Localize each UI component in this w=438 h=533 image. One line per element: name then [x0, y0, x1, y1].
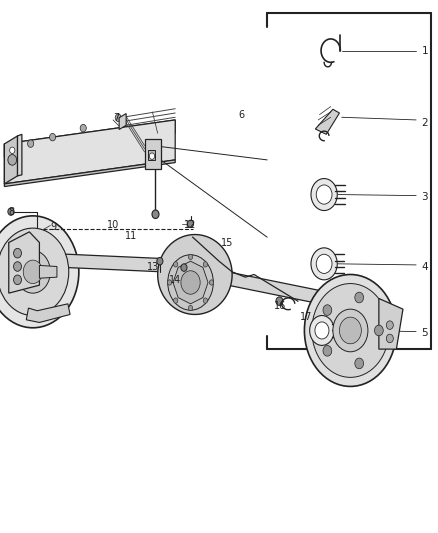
Circle shape	[374, 325, 383, 336]
Text: 16: 16	[274, 302, 286, 311]
Circle shape	[188, 305, 193, 311]
Polygon shape	[26, 304, 70, 322]
Text: 6: 6	[239, 110, 245, 119]
Circle shape	[311, 179, 337, 211]
Circle shape	[310, 316, 334, 345]
Polygon shape	[4, 120, 175, 184]
Circle shape	[14, 275, 21, 285]
Circle shape	[203, 262, 208, 267]
Polygon shape	[119, 114, 126, 130]
Circle shape	[10, 147, 15, 154]
Text: 8: 8	[8, 207, 14, 217]
Text: 17: 17	[300, 312, 312, 322]
Text: 13: 13	[147, 262, 159, 271]
Circle shape	[181, 264, 187, 271]
Circle shape	[80, 124, 86, 132]
Polygon shape	[4, 136, 18, 184]
Circle shape	[0, 216, 79, 328]
Circle shape	[315, 322, 329, 339]
Circle shape	[333, 309, 368, 352]
Circle shape	[49, 133, 56, 141]
Text: 5: 5	[421, 328, 428, 338]
Circle shape	[23, 260, 42, 284]
Circle shape	[28, 140, 34, 147]
Circle shape	[312, 284, 389, 377]
Text: 2: 2	[421, 118, 428, 127]
Circle shape	[181, 271, 200, 294]
Circle shape	[8, 155, 17, 165]
Text: 11: 11	[125, 231, 137, 240]
Circle shape	[339, 317, 361, 344]
Circle shape	[187, 220, 194, 228]
Circle shape	[0, 228, 69, 316]
Polygon shape	[315, 109, 339, 134]
Text: 7: 7	[113, 114, 119, 123]
Circle shape	[316, 185, 332, 204]
Polygon shape	[379, 298, 403, 349]
Text: 9: 9	[50, 222, 57, 231]
Bar	[148, 150, 155, 160]
Circle shape	[115, 114, 121, 122]
Polygon shape	[158, 235, 232, 314]
Circle shape	[157, 257, 163, 265]
Circle shape	[316, 254, 332, 273]
Circle shape	[203, 298, 208, 303]
Circle shape	[209, 280, 214, 285]
Polygon shape	[228, 272, 320, 304]
Circle shape	[323, 305, 332, 316]
Circle shape	[15, 251, 50, 293]
Text: 4: 4	[421, 262, 428, 271]
Circle shape	[173, 262, 178, 267]
Text: 3: 3	[421, 192, 428, 202]
Polygon shape	[145, 139, 161, 169]
Circle shape	[304, 274, 396, 386]
Circle shape	[311, 248, 337, 280]
Text: 12: 12	[184, 220, 196, 230]
Circle shape	[355, 292, 364, 303]
Polygon shape	[173, 261, 208, 304]
Circle shape	[14, 262, 21, 271]
Polygon shape	[44, 253, 162, 272]
Circle shape	[8, 208, 14, 215]
Circle shape	[152, 210, 159, 219]
Circle shape	[386, 334, 393, 343]
Polygon shape	[4, 120, 175, 157]
Circle shape	[276, 297, 283, 305]
Circle shape	[386, 321, 393, 329]
Polygon shape	[39, 265, 57, 278]
Polygon shape	[9, 232, 39, 293]
Circle shape	[168, 255, 213, 310]
Circle shape	[188, 254, 193, 260]
Text: 10: 10	[107, 220, 120, 230]
Text: 14: 14	[169, 275, 181, 285]
Circle shape	[323, 345, 332, 356]
Text: 1: 1	[421, 46, 428, 55]
Polygon shape	[4, 160, 175, 187]
Text: 15: 15	[221, 238, 233, 247]
Polygon shape	[18, 134, 22, 176]
Circle shape	[14, 248, 21, 258]
Circle shape	[355, 358, 364, 369]
Circle shape	[167, 280, 172, 285]
Circle shape	[149, 153, 155, 159]
Circle shape	[173, 298, 178, 303]
